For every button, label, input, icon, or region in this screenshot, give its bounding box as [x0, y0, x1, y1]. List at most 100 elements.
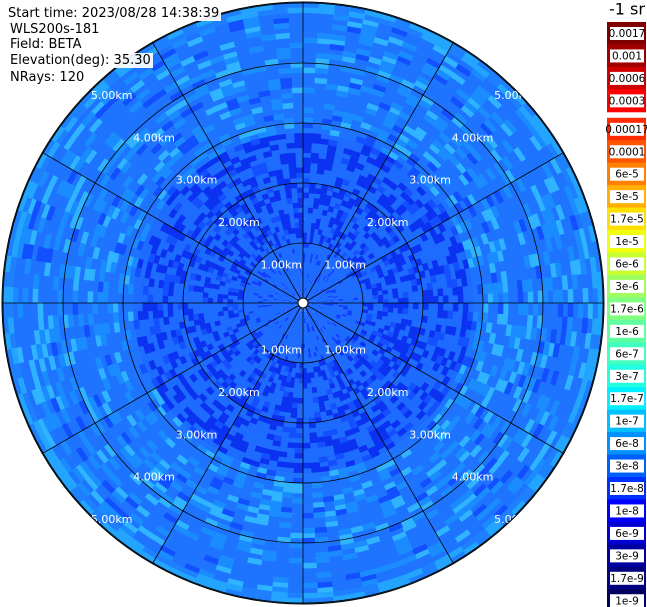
label-box [610, 414, 644, 428]
colorbar-label: 0.0006 [609, 73, 646, 85]
colorbar-label: 1e-8 [615, 505, 639, 517]
range-label: 2.00km [218, 216, 260, 229]
colorbar-label: 1.7e-7 [610, 393, 644, 405]
range-label: 3.00km [176, 428, 218, 441]
range-ring [2, 2, 604, 604]
label-box [610, 437, 644, 451]
label-box [610, 190, 644, 204]
spoke [302, 302, 581, 464]
label-box [610, 167, 644, 181]
label-box [610, 504, 644, 518]
center-mark [297, 297, 309, 309]
range-label: 5.00km [91, 89, 133, 102]
spoke [25, 302, 304, 464]
label-box [610, 594, 644, 607]
colorbar-label: 1.7e-6 [610, 303, 644, 315]
range-label: 4.00km [133, 471, 175, 484]
range-ring [242, 242, 364, 364]
range-label: 3.00km [409, 428, 451, 441]
colorbar-label: 1e-6 [615, 326, 639, 338]
colorbar-label: 3e-5 [615, 191, 639, 203]
colorbar-label: 6e-9 [615, 528, 639, 540]
label-box [610, 235, 644, 249]
label-box [610, 257, 644, 271]
range-label: 2.00km [367, 216, 409, 229]
cell-group [136, 132, 473, 474]
spoke [302, 302, 464, 581]
range-ring [182, 182, 424, 424]
cell-group [12, 14, 587, 594]
colorbar-label: 6e-8 [615, 438, 639, 450]
colorbar-label: 3e-9 [615, 550, 639, 562]
label-box [610, 571, 644, 585]
range-label: 1.00km [324, 259, 366, 272]
range-label: 1.00km [261, 343, 303, 356]
label-box [610, 212, 644, 226]
colorbar-label: 3e-6 [615, 281, 639, 293]
colorbar-label: 0.0001 [609, 146, 646, 158]
info-line: Start time: 2023/08/28 14:38:39 [8, 6, 222, 21]
colorbar-label: 0.00017 [605, 124, 647, 136]
colorbar-label: 1e-7 [615, 416, 639, 428]
cell-group [16, 18, 594, 594]
range-label: 2.00km [367, 386, 409, 399]
colorbar-label: 1e-5 [615, 236, 639, 248]
colorbar-label: 6e-5 [615, 169, 639, 181]
range-label: 1.00km [261, 259, 303, 272]
info-line: WLS200s-181 [10, 22, 102, 37]
label-box [610, 392, 644, 406]
label-box [610, 347, 644, 361]
range-label: 2.00km [218, 386, 260, 399]
label-box [610, 459, 644, 473]
range-label: 3.00km [176, 174, 218, 187]
colorbar-label: 1.7e-5 [610, 214, 644, 226]
colorbar-title: -1 sr [609, 0, 645, 19]
label-box [610, 482, 644, 495]
label-box [610, 122, 644, 136]
label-box [610, 369, 644, 383]
label-box [610, 145, 644, 159]
label-box [610, 302, 644, 316]
info-line: Elevation(deg): 35.30 [10, 53, 153, 68]
colorbar: -1 sr 0.0017 0.001 0.0006 0.0003 0.00017 0.000… [605, 0, 647, 607]
range-label: 5.00km [91, 513, 133, 526]
colorbar-label: 1.7e-8 [610, 483, 644, 495]
range-label: 4.00km [133, 131, 175, 144]
spoke [142, 25, 304, 304]
colorbar-label: 6e-7 [615, 348, 639, 360]
range-label: 1.00km [324, 343, 366, 356]
cell-group [133, 138, 474, 467]
label-box [610, 526, 644, 540]
colorbar-label: 0.0017 [609, 28, 646, 40]
label-box [610, 549, 644, 563]
info-line: Field: BETA [10, 37, 84, 52]
label-box [610, 94, 644, 108]
spoke [302, 25, 464, 304]
label-box [610, 71, 644, 85]
range-label: 4.00km [452, 131, 494, 144]
range-label: 3.00km [409, 174, 451, 187]
label-box [610, 279, 644, 293]
colorbar-label: 0.0003 [609, 95, 646, 107]
colorbar-label: 6e-6 [615, 259, 639, 271]
spoke [142, 302, 304, 581]
colorbar-label: 3e-7 [615, 371, 639, 383]
range-label: 4.00km [452, 471, 494, 484]
outer-edge [1, 1, 605, 605]
range-label: 5.00km [494, 89, 536, 102]
label-box [610, 49, 644, 63]
spoke [25, 142, 304, 304]
colorbar-label: 1.7e-9 [610, 573, 644, 585]
range-label: 5.00km [494, 513, 536, 526]
colorbar-label: 0.001 [612, 50, 642, 62]
label-box [610, 324, 644, 338]
colorbar-label: 1e-9 [615, 595, 639, 607]
label-box [610, 27, 644, 40]
spoke [302, 142, 581, 304]
cell-group [243, 242, 361, 362]
range-ring [122, 122, 484, 484]
range-ring [62, 62, 544, 544]
info-line: NRays: 120 [10, 70, 87, 85]
